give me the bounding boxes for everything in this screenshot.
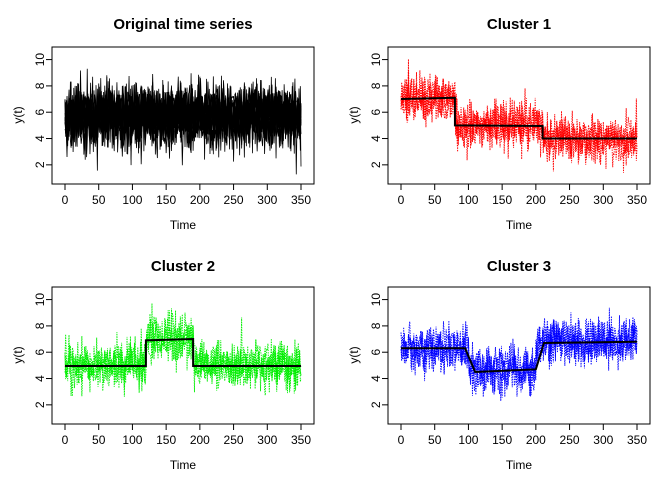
x-tick-label: 100	[458, 433, 478, 447]
x-tick-label: 0	[398, 193, 405, 207]
x-tick-label: 200	[526, 193, 546, 207]
x-axis-label: Time	[506, 458, 533, 472]
series-line	[400, 312, 638, 397]
y-tick-label: 4	[33, 135, 47, 142]
y-tick-label: 10	[369, 293, 383, 307]
x-tick-label: 300	[257, 193, 277, 207]
y-tick-label: 6	[33, 109, 47, 116]
x-tick-label: 0	[62, 433, 69, 447]
x-tick-label: 100	[122, 433, 142, 447]
x-tick-label: 300	[593, 433, 613, 447]
panel-cluster-2: Cluster 2 0 50 100 150 200 250 300 350 2 4 6 8 10 T…	[11, 258, 315, 472]
x-tick-label: 350	[291, 193, 311, 207]
y-tick-label: 2	[369, 401, 383, 408]
cluster-mean-line	[400, 96, 637, 140]
x-axis-label: Time	[506, 218, 533, 232]
series-line	[400, 70, 638, 172]
y-tick-label: 6	[33, 349, 47, 356]
series-line	[64, 308, 302, 397]
series-line	[400, 70, 638, 169]
x-tick-label: 200	[190, 433, 210, 447]
panel-title: Cluster 2	[151, 258, 215, 275]
y-tick-label: 6	[369, 109, 383, 116]
x-tick-label: 350	[627, 433, 647, 447]
mean-layer	[400, 96, 637, 140]
y-tick-label: 8	[369, 82, 383, 89]
x-tick-label: 50	[92, 193, 106, 207]
x-tick-label: 100	[122, 193, 142, 207]
x-tick-label: 200	[190, 193, 210, 207]
mean-layer	[65, 338, 301, 368]
y-axis-label: y(t)	[11, 106, 25, 123]
y-tick-label: 2	[33, 161, 47, 168]
panel-title: Cluster 3	[487, 258, 551, 275]
series-line	[400, 77, 638, 173]
y-axis: 2 4 6 8 10	[33, 53, 53, 168]
y-axis: 2 4 6 8 10	[369, 293, 389, 408]
y-tick-label: 6	[369, 349, 383, 356]
y-tick-label: 10	[33, 293, 47, 307]
cluster-mean-line	[65, 338, 301, 368]
x-tick-label: 50	[428, 433, 442, 447]
x-axis-label: Time	[170, 218, 197, 232]
x-tick-label: 0	[62, 193, 69, 207]
y-tick-label: 4	[369, 375, 383, 382]
y-axis: 2 4 6 8 10	[369, 53, 389, 168]
panel-title: Original time series	[113, 16, 252, 33]
y-tick-label: 10	[33, 53, 47, 67]
cluster-mean-line	[401, 340, 638, 373]
x-tick-label: 150	[492, 433, 512, 447]
x-tick-label: 150	[492, 193, 512, 207]
x-tick-label: 300	[257, 433, 277, 447]
x-tick-label: 150	[156, 193, 176, 207]
panel-cluster-3: Cluster 3 0 50 100 150 200 250 300 350 2 4 6 8 10 T…	[347, 258, 651, 472]
x-axis: 0 50 100 150 200 250 300 350	[398, 423, 647, 447]
y-axis-label: y(t)	[347, 346, 361, 363]
y-tick-label: 4	[33, 375, 47, 382]
y-tick-label: 2	[33, 401, 47, 408]
x-tick-label: 50	[428, 193, 442, 207]
x-tick-label: 250	[560, 433, 580, 447]
x-tick-label: 200	[526, 433, 546, 447]
x-tick-label: 0	[398, 433, 405, 447]
series-line	[64, 76, 302, 160]
y-tick-label: 4	[369, 135, 383, 142]
series-layer	[400, 59, 638, 173]
series-layer	[64, 303, 302, 397]
x-tick-label: 50	[92, 433, 106, 447]
x-tick-label: 250	[224, 433, 244, 447]
y-tick-label: 8	[33, 82, 47, 89]
x-tick-label: 300	[593, 193, 613, 207]
x-tick-label: 350	[627, 193, 647, 207]
y-axis: 2 4 6 8 10	[33, 293, 53, 408]
y-tick-label: 10	[369, 53, 383, 67]
x-tick-label: 100	[458, 193, 478, 207]
y-axis-label: y(t)	[347, 106, 361, 123]
x-tick-label: 250	[224, 193, 244, 207]
series-layer	[64, 68, 302, 175]
x-tick-label: 250	[560, 193, 580, 207]
mean-layer	[401, 340, 638, 373]
y-tick-label: 8	[33, 322, 47, 329]
panel-cluster-1: Cluster 1 0 50 100 150 200 250 300 350 2 4 6 8 10 T…	[347, 16, 651, 232]
panel-original: Original time series 0 50 100 150 200 250 300 3…	[11, 16, 315, 232]
x-tick-label: 350	[291, 433, 311, 447]
x-axis: 0 50 100 150 200 250 300 350	[62, 423, 311, 447]
x-tick-label: 150	[156, 433, 176, 447]
x-axis: 0 50 100 150 200 250 300 350	[62, 183, 311, 207]
x-axis-label: Time	[170, 458, 197, 472]
panel-title: Cluster 1	[487, 16, 551, 33]
y-tick-label: 8	[369, 322, 383, 329]
y-tick-label: 2	[369, 161, 383, 168]
y-axis-label: y(t)	[11, 346, 25, 363]
x-axis: 0 50 100 150 200 250 300 350	[398, 183, 647, 207]
